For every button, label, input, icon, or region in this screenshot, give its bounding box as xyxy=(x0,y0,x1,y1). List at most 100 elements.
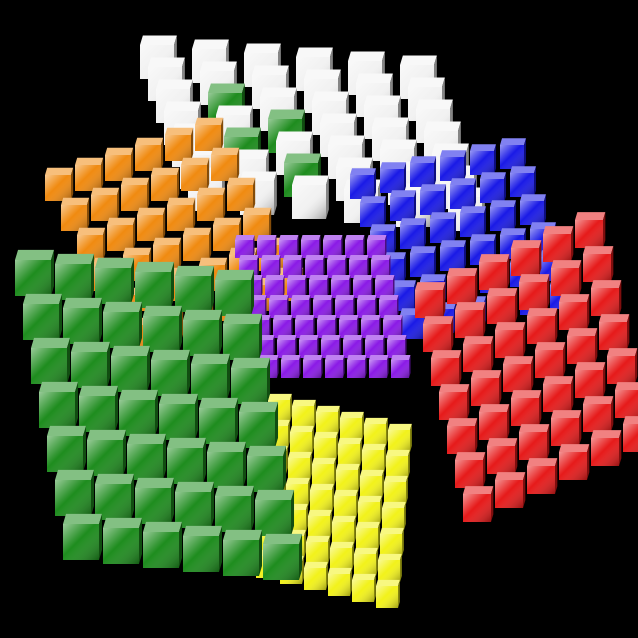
right-cubie[interactable] xyxy=(543,226,574,262)
right-cubie[interactable] xyxy=(479,254,510,290)
core-cubie[interactable] xyxy=(379,294,399,318)
core-cubie[interactable] xyxy=(369,354,389,378)
front-cubie[interactable] xyxy=(95,257,135,304)
core-cubie[interactable] xyxy=(361,314,381,338)
bottom-cubie[interactable] xyxy=(376,579,400,608)
bottom-cubie[interactable] xyxy=(354,547,378,576)
left-cubie[interactable] xyxy=(135,137,164,171)
back-cubie[interactable] xyxy=(410,246,437,277)
bottom-cubie[interactable] xyxy=(304,561,328,590)
back-cubie[interactable] xyxy=(360,196,387,227)
bottom-cubie[interactable] xyxy=(358,495,382,524)
left-cubie[interactable] xyxy=(211,147,240,181)
right-cubie[interactable] xyxy=(535,342,566,378)
front-cubie[interactable] xyxy=(135,261,175,308)
core-cubie[interactable] xyxy=(277,334,297,358)
front-cubie[interactable] xyxy=(175,481,215,528)
core-cubie[interactable] xyxy=(331,274,351,298)
right-cubie[interactable] xyxy=(503,356,534,392)
bottom-cubie[interactable] xyxy=(388,423,412,452)
right-cubie[interactable] xyxy=(511,390,542,426)
right-cubie[interactable] xyxy=(623,416,638,452)
left-cubie[interactable] xyxy=(61,197,90,231)
left-cubie[interactable] xyxy=(167,197,196,231)
front-cubie[interactable] xyxy=(39,381,79,428)
core-cubie[interactable] xyxy=(375,274,395,298)
core-cubie[interactable] xyxy=(383,314,403,338)
bottom-cubie[interactable] xyxy=(328,567,352,596)
core-cubie[interactable] xyxy=(283,254,303,278)
right-cubie[interactable] xyxy=(527,308,558,344)
core-cubie[interactable] xyxy=(323,234,343,258)
front-cubie[interactable] xyxy=(191,353,231,400)
front-cubie[interactable] xyxy=(239,401,279,448)
right-cubie[interactable] xyxy=(599,314,630,350)
core-cubie[interactable] xyxy=(317,314,337,338)
right-cubie[interactable] xyxy=(591,430,622,466)
left-cubie[interactable] xyxy=(105,147,134,181)
front-cubie[interactable] xyxy=(103,301,143,348)
front-cubie[interactable] xyxy=(215,269,255,316)
left-cubie[interactable] xyxy=(75,157,104,191)
face-front-green-cubies[interactable] xyxy=(15,249,303,580)
back-cubie[interactable] xyxy=(450,178,477,209)
front-cubie[interactable] xyxy=(95,473,135,520)
right-cubie[interactable] xyxy=(423,316,454,352)
front-cubie[interactable] xyxy=(255,489,295,536)
core-cubie[interactable] xyxy=(313,294,333,318)
back-cubie[interactable] xyxy=(390,190,417,221)
left-cubie[interactable] xyxy=(137,207,166,241)
back-cubie[interactable] xyxy=(400,308,427,339)
left-cubie[interactable] xyxy=(181,157,210,191)
left-cubie[interactable] xyxy=(213,217,242,251)
back-cubie[interactable] xyxy=(440,150,467,181)
front-cubie[interactable] xyxy=(15,249,55,296)
bottom-cubie[interactable] xyxy=(338,437,362,466)
bottom-cubie[interactable] xyxy=(340,411,364,440)
front-cubie[interactable] xyxy=(63,513,103,560)
right-cubie[interactable] xyxy=(463,486,494,522)
front-cubie[interactable] xyxy=(55,469,95,516)
right-cubie[interactable] xyxy=(575,362,606,398)
left-cubie[interactable] xyxy=(197,187,226,221)
right-cubie[interactable] xyxy=(591,280,622,316)
back-cubie[interactable] xyxy=(400,218,427,249)
right-cubie[interactable] xyxy=(455,452,486,488)
right-cubie[interactable] xyxy=(519,424,550,460)
bottom-cubie[interactable] xyxy=(360,469,384,498)
back-cubie[interactable] xyxy=(420,184,447,215)
front-cubie[interactable] xyxy=(87,429,127,476)
front-cubie[interactable] xyxy=(143,521,183,568)
bottom-cubie[interactable] xyxy=(356,521,380,550)
left-cubie[interactable] xyxy=(121,177,150,211)
left-cubie[interactable] xyxy=(107,217,136,251)
front-cubie[interactable] xyxy=(135,477,175,524)
bottom-cubie[interactable] xyxy=(386,449,410,478)
right-cubie[interactable] xyxy=(447,268,478,304)
core-cubie[interactable] xyxy=(387,334,407,358)
bottom-cubie[interactable] xyxy=(314,431,338,460)
front-cubie[interactable] xyxy=(231,357,271,404)
core-cubie[interactable] xyxy=(371,254,391,278)
core-cubie[interactable] xyxy=(281,354,301,378)
left-cubie[interactable] xyxy=(151,167,180,201)
front-cubie[interactable] xyxy=(111,345,151,392)
face-right-red-cubies[interactable] xyxy=(415,212,638,522)
core-cubie[interactable] xyxy=(299,334,319,358)
left-cubie[interactable] xyxy=(195,117,224,151)
core-cubie[interactable] xyxy=(265,274,285,298)
right-cubie[interactable] xyxy=(487,288,518,324)
core-cubie[interactable] xyxy=(353,274,373,298)
front-cubie[interactable] xyxy=(151,349,191,396)
core-cubie[interactable] xyxy=(261,254,281,278)
right-cubie[interactable] xyxy=(583,246,614,282)
core-cubie[interactable] xyxy=(279,234,299,258)
right-cubie[interactable] xyxy=(447,418,478,454)
left-cubie[interactable] xyxy=(45,167,74,201)
front-cubie[interactable] xyxy=(47,425,87,472)
core-cubie[interactable] xyxy=(357,294,377,318)
right-cubie[interactable] xyxy=(431,350,462,386)
front-cubie[interactable] xyxy=(127,433,167,480)
core-cubie[interactable] xyxy=(347,354,367,378)
